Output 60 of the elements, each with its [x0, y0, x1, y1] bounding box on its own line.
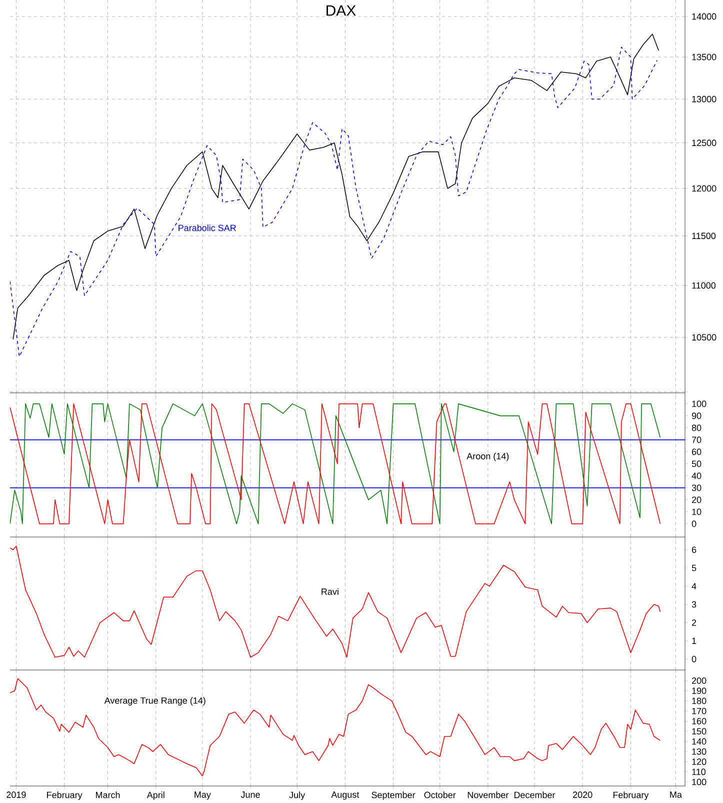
y-tick-label: 13000: [692, 96, 716, 102]
y-tick-label: 200: [692, 677, 706, 684]
line-series: [10, 546, 661, 658]
x-tick-label: December: [514, 792, 556, 798]
y-tick-label: 13500: [692, 54, 716, 60]
y-tick-label: 1: [692, 638, 696, 644]
y-tick-label: 0: [692, 520, 696, 527]
x-tick-label: Ma: [670, 792, 682, 798]
x-tick-label: July: [289, 792, 306, 800]
y-tick-label: 80: [692, 424, 702, 431]
annotation: Ravi: [322, 588, 338, 595]
y-tick-label: 11500: [692, 232, 716, 240]
y-tick-label: 150: [692, 728, 706, 734]
y-tick-label: 100: [692, 778, 706, 786]
y-tick-label: 10: [692, 508, 702, 515]
y-tick-label: 120: [692, 758, 706, 765]
y-tick-label: 70: [692, 436, 702, 443]
y-tick-label: 12500: [692, 140, 716, 146]
x-tick-label: November: [468, 792, 509, 798]
y-tick-label: 130: [692, 748, 706, 755]
y-tick-label: 4: [692, 583, 696, 590]
y-tick-label: 2: [692, 619, 696, 626]
y-tick-label: 190: [692, 688, 706, 694]
line-series: [10, 678, 661, 776]
y-tick-label: 180: [692, 698, 706, 704]
y-tick-label: 110: [692, 768, 706, 776]
y-tick-label: 10500: [692, 334, 716, 341]
y-tick-label: 6: [692, 546, 696, 553]
y-tick-label: 160: [692, 718, 706, 724]
chart-title: DAX: [326, 5, 356, 16]
y-tick-label: 50: [692, 460, 702, 467]
y-tick-label: 11000: [692, 282, 716, 289]
x-tick-label: March: [96, 792, 120, 798]
y-tick-label: 140: [692, 738, 706, 745]
x-tick-label: August: [331, 792, 360, 800]
y-tick-label: 0: [692, 656, 696, 662]
y-tick-label: 20: [692, 496, 702, 503]
y-tick-label: 60: [692, 448, 702, 455]
x-tick-label: 2019: [6, 792, 26, 798]
x-tick-label: April: [146, 792, 164, 800]
y-tick-label: 14000: [692, 13, 716, 20]
x-tick-label: February: [613, 792, 649, 800]
x-tick-label: October: [424, 792, 456, 798]
annotation: Average True Range (14): [104, 697, 206, 706]
y-tick-label: 100: [692, 400, 706, 407]
x-tick-label: May: [194, 792, 211, 800]
x-tick-label: June: [240, 792, 260, 798]
x-tick-label: 2020: [573, 792, 592, 798]
line-series: [10, 403, 661, 524]
y-tick-label: 90: [692, 412, 702, 419]
y-tick-label: 3: [692, 601, 696, 608]
y-tick-label: 40: [692, 472, 702, 479]
annotation: Aroon (14): [466, 452, 509, 462]
y-tick-label: 5: [692, 564, 696, 572]
y-tick-label: 30: [692, 484, 702, 491]
y-tick-label: 170: [692, 708, 706, 714]
x-tick-label: September: [372, 792, 416, 800]
series-label: Parabolic SAR: [178, 224, 236, 232]
y-tick-label: 12000: [692, 185, 716, 192]
x-tick-label: February: [47, 792, 82, 800]
